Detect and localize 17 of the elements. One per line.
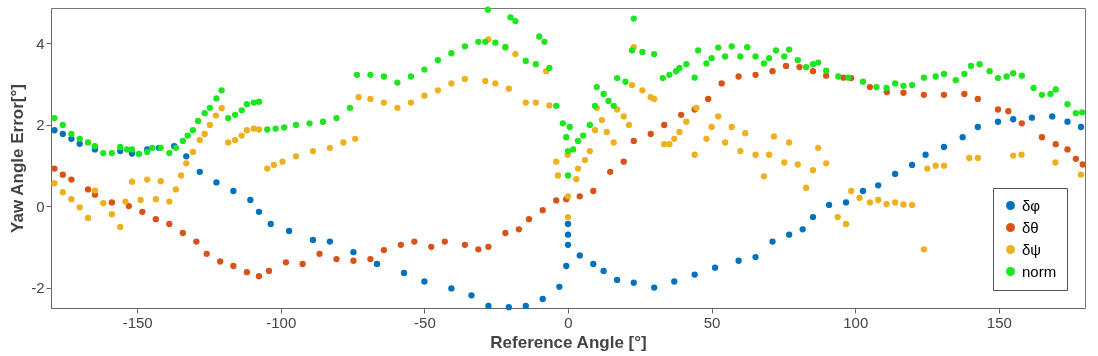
x-tick-label: 50	[703, 313, 721, 331]
x-tick-label: 0	[564, 313, 573, 331]
x-tick-label: -50	[414, 313, 436, 331]
y-tick-label: -2	[31, 279, 45, 297]
x-tick-label: 150	[986, 313, 1012, 331]
y-tick-label: 2	[36, 116, 45, 134]
y-tick-label: 4	[36, 34, 45, 52]
legend-label: δθ	[1022, 218, 1039, 236]
legend-label: δφ	[1022, 196, 1041, 214]
y-axis-title: Yaw Angle Error[°]	[8, 84, 28, 233]
x-tick-label: -150	[122, 313, 153, 331]
legend-label: δψ	[1022, 240, 1042, 258]
x-axis-title: Reference Angle [°]	[490, 332, 647, 352]
x-tick-label: -100	[266, 313, 297, 331]
x-tick-label: 100	[843, 313, 869, 331]
legend-label: norm	[1022, 262, 1057, 280]
y-tick-label: 0	[36, 197, 45, 215]
